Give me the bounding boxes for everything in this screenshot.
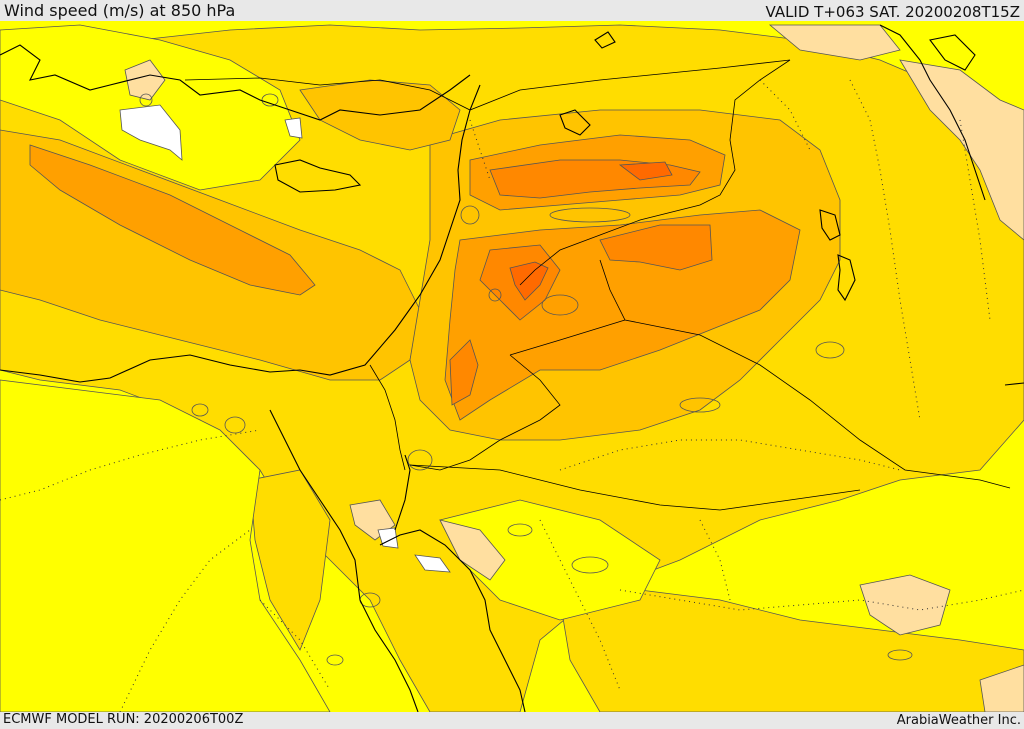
political-borders — [184, 59, 1011, 511]
credit-label: ArabiaWeather Inc. — [896, 713, 1021, 728]
wind-band-moderate-south — [559, 589, 1024, 712]
coastlines — [0, 24, 1024, 712]
calm-patch-red-sea — [439, 519, 506, 581]
wind-band-very-strong-iraq — [599, 224, 713, 271]
wind-band-base-arabia — [439, 499, 661, 621]
calm-patch-white-turkey-east — [284, 117, 303, 139]
calm-patch-south — [859, 574, 951, 636]
header-bar: Wind speed (m/s) at 850 hPa VALID T+063 … — [0, 0, 1024, 21]
small-contour-blobs — [139, 93, 913, 666]
wind-band-very-strong-negev — [449, 339, 479, 406]
wind-speed-map-svg — [0, 21, 1024, 712]
wind-band-strong-mediterranean — [29, 144, 316, 296]
calm-patch-northeast — [768, 24, 901, 61]
calm-patch-white-red-sea — [414, 554, 451, 573]
calm-patch-turkey — [124, 59, 166, 101]
calm-patch-white-turkey — [119, 104, 183, 161]
calm-patch-southeast — [979, 664, 1024, 712]
wind-band-base-sinai — [0, 379, 331, 712]
wind-band-extreme-syria — [618, 161, 673, 181]
map-title: Wind speed (m/s) at 850 hPa — [4, 1, 236, 20]
valid-time-label: VALID T+063 SAT. 20200208T15Z — [765, 3, 1020, 21]
admin-boundaries — [0, 79, 1024, 712]
wind-speed-map — [0, 21, 1024, 712]
calm-patch-east — [899, 59, 1024, 241]
model-run-label: ECMWF MODEL RUN: 20200206T00Z — [3, 712, 244, 727]
footer-bar: ECMWF MODEL RUN: 20200206T00Z ArabiaWeat… — [0, 712, 1024, 729]
wind-band-extreme-jordan — [509, 261, 549, 301]
